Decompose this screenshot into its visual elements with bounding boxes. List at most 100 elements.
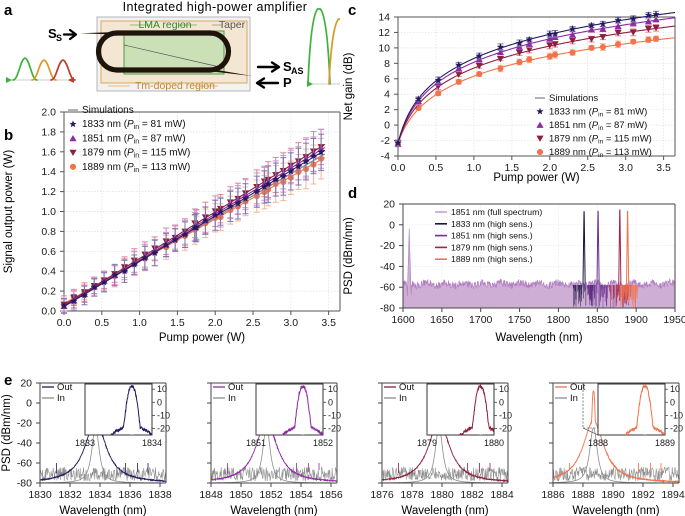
svg-text:-20: -20 xyxy=(17,418,32,430)
svg-text:-2: -2 xyxy=(381,135,390,147)
svg-text:1888: 1888 xyxy=(571,489,595,501)
svg-text:-10: -10 xyxy=(157,410,170,420)
svg-text:-80: -80 xyxy=(380,303,395,315)
svg-text:1832: 1832 xyxy=(58,489,82,501)
svg-text:1851 nm (Pin = 87 mW): 1851 nm (Pin = 87 mW) xyxy=(549,120,647,132)
svg-text:Pump power (W): Pump power (W) xyxy=(159,332,245,344)
svg-text:-80: -80 xyxy=(17,478,32,490)
svg-text:Out: Out xyxy=(57,382,73,393)
svg-text:1838: 1838 xyxy=(148,489,172,501)
svg-text:In: In xyxy=(399,393,407,404)
svg-text:Wavelength (nm): Wavelength (nm) xyxy=(572,505,659,516)
svg-text:Integrated high-power amplifie: Integrated high-power amplifier xyxy=(123,0,308,14)
svg-text:2.5: 2.5 xyxy=(246,317,261,329)
svg-text:Simulations: Simulations xyxy=(82,105,134,116)
svg-text:-40: -40 xyxy=(380,261,395,273)
svg-text:1836: 1836 xyxy=(118,489,142,501)
svg-text:1.0: 1.0 xyxy=(41,206,56,218)
svg-text:1854: 1854 xyxy=(289,489,313,501)
svg-text:0.0: 0.0 xyxy=(57,317,72,329)
svg-text:Wavelength (nm): Wavelength (nm) xyxy=(401,505,488,516)
svg-text:20: 20 xyxy=(20,378,32,390)
svg-text:2: 2 xyxy=(384,104,390,116)
svg-text:1890: 1890 xyxy=(601,489,625,501)
svg-text:Out: Out xyxy=(399,382,415,393)
svg-text:0.0: 0.0 xyxy=(41,306,56,318)
svg-text:-20: -20 xyxy=(328,423,341,433)
svg-text:-20: -20 xyxy=(670,423,683,433)
svg-text:1876: 1876 xyxy=(370,489,394,501)
svg-text:1834: 1834 xyxy=(88,489,112,501)
svg-text:1950: 1950 xyxy=(663,314,685,326)
svg-text:-60: -60 xyxy=(380,282,395,294)
svg-text:3.5: 3.5 xyxy=(656,162,671,174)
svg-text:-60: -60 xyxy=(17,458,32,470)
svg-text:20: 20 xyxy=(383,199,395,211)
svg-text:Pump power (W): Pump power (W) xyxy=(493,172,579,184)
svg-text:0.8: 0.8 xyxy=(41,226,56,238)
svg-text:3.0: 3.0 xyxy=(618,162,633,174)
svg-text:Taper: Taper xyxy=(219,19,246,31)
svg-text:1.0: 1.0 xyxy=(467,162,482,174)
svg-text:2.0: 2.0 xyxy=(41,107,56,119)
svg-text:PSD (dBm/nm): PSD (dBm/nm) xyxy=(1,394,13,471)
svg-text:In: In xyxy=(57,393,65,404)
svg-text:1.0: 1.0 xyxy=(132,317,147,329)
svg-text:1889: 1889 xyxy=(655,438,675,448)
svg-text:1900: 1900 xyxy=(624,314,648,326)
svg-text:0: 0 xyxy=(328,397,333,407)
svg-text:1700: 1700 xyxy=(469,314,493,326)
svg-text:3.5: 3.5 xyxy=(321,317,336,329)
svg-text:1.8: 1.8 xyxy=(41,126,56,138)
svg-text:0: 0 xyxy=(670,397,675,407)
svg-text:1650: 1650 xyxy=(430,314,454,326)
svg-text:1851 nm (high sens.): 1851 nm (high sens.) xyxy=(451,231,533,241)
svg-text:Out: Out xyxy=(570,382,586,393)
svg-text:1851 nm (Pin = 87 mW): 1851 nm (Pin = 87 mW) xyxy=(82,133,186,145)
svg-text:Simulations: Simulations xyxy=(549,93,598,104)
svg-text:0.4: 0.4 xyxy=(41,266,56,278)
svg-text:10: 10 xyxy=(328,384,338,394)
svg-text:PSD (dBm/nm): PSD (dBm/nm) xyxy=(343,217,355,294)
svg-text:1882: 1882 xyxy=(460,489,484,501)
svg-text:1878: 1878 xyxy=(400,489,424,501)
svg-text:1889 nm (high sens.): 1889 nm (high sens.) xyxy=(451,254,533,264)
svg-text:1.4: 1.4 xyxy=(41,166,56,178)
svg-text:1889 nm (Pin = 113 mW): 1889 nm (Pin = 113 mW) xyxy=(82,162,190,174)
svg-text:1856: 1856 xyxy=(319,489,343,501)
svg-text:1848: 1848 xyxy=(199,489,223,501)
svg-text:0.5: 0.5 xyxy=(95,317,110,329)
svg-text:1833 nm (Pin = 81 mW): 1833 nm (Pin = 81 mW) xyxy=(82,119,186,131)
svg-text:12: 12 xyxy=(378,27,390,39)
svg-text:1880: 1880 xyxy=(484,438,504,448)
svg-text:10: 10 xyxy=(378,42,390,54)
svg-text:1888: 1888 xyxy=(588,438,608,448)
svg-text:1879 nm (Pin = 115 mW): 1879 nm (Pin = 115 mW) xyxy=(82,148,190,160)
svg-text:0: 0 xyxy=(26,398,32,410)
svg-text:0.0: 0.0 xyxy=(391,162,406,174)
svg-text:-4: -4 xyxy=(381,151,390,163)
svg-text:14: 14 xyxy=(378,12,390,24)
svg-text:1894: 1894 xyxy=(661,489,685,501)
svg-text:10: 10 xyxy=(499,384,509,394)
svg-text:Net gain (dB): Net gain (dB) xyxy=(343,52,355,120)
svg-text:2.0: 2.0 xyxy=(208,317,223,329)
svg-text:1851: 1851 xyxy=(246,438,266,448)
svg-text:-10: -10 xyxy=(499,410,512,420)
svg-text:0.5: 0.5 xyxy=(429,162,444,174)
svg-text:0: 0 xyxy=(384,120,390,132)
svg-text:Signal output power (W): Signal output power (W) xyxy=(3,150,15,274)
svg-text:1600: 1600 xyxy=(391,314,415,326)
svg-text:1.2: 1.2 xyxy=(41,186,56,198)
svg-text:1851 nm (full spectrum): 1851 nm (full spectrum) xyxy=(451,207,542,217)
svg-text:-20: -20 xyxy=(499,423,512,433)
svg-text:-20: -20 xyxy=(380,240,395,252)
svg-text:1886: 1886 xyxy=(541,489,565,501)
svg-text:1879 nm (high sens.): 1879 nm (high sens.) xyxy=(451,242,533,252)
svg-text:1850: 1850 xyxy=(586,314,610,326)
svg-text:Wavelength (nm): Wavelength (nm) xyxy=(495,332,582,344)
svg-text:1879: 1879 xyxy=(417,438,437,448)
svg-text:6: 6 xyxy=(384,73,390,85)
svg-text:1884: 1884 xyxy=(490,489,514,501)
svg-text:10: 10 xyxy=(157,384,167,394)
